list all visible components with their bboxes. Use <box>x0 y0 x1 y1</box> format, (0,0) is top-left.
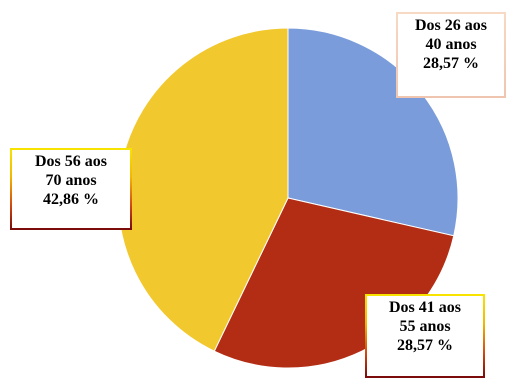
label-line-2: 40 anos <box>425 36 477 53</box>
label-line-1: Dos 41 aos <box>388 299 461 316</box>
data-label-41-55: Dos 41 aos 55 anos 28,57 % <box>365 294 485 378</box>
data-label-56-70: Dos 56 aos 70 anos 42,86 % <box>10 148 132 230</box>
label-line-1: Dos 26 aos <box>414 17 487 34</box>
label-line-2: 70 anos <box>45 172 97 189</box>
data-label-26-40: Dos 26 aos 40 anos 28,57 % <box>396 12 506 98</box>
label-line-3: 42,86 % <box>43 191 99 208</box>
label-line-3: 28,57 % <box>423 55 479 72</box>
label-line-2: 55 anos <box>399 318 451 335</box>
label-line-1: Dos 56 aos <box>34 153 107 170</box>
label-line-3: 28,57 % <box>397 337 453 354</box>
